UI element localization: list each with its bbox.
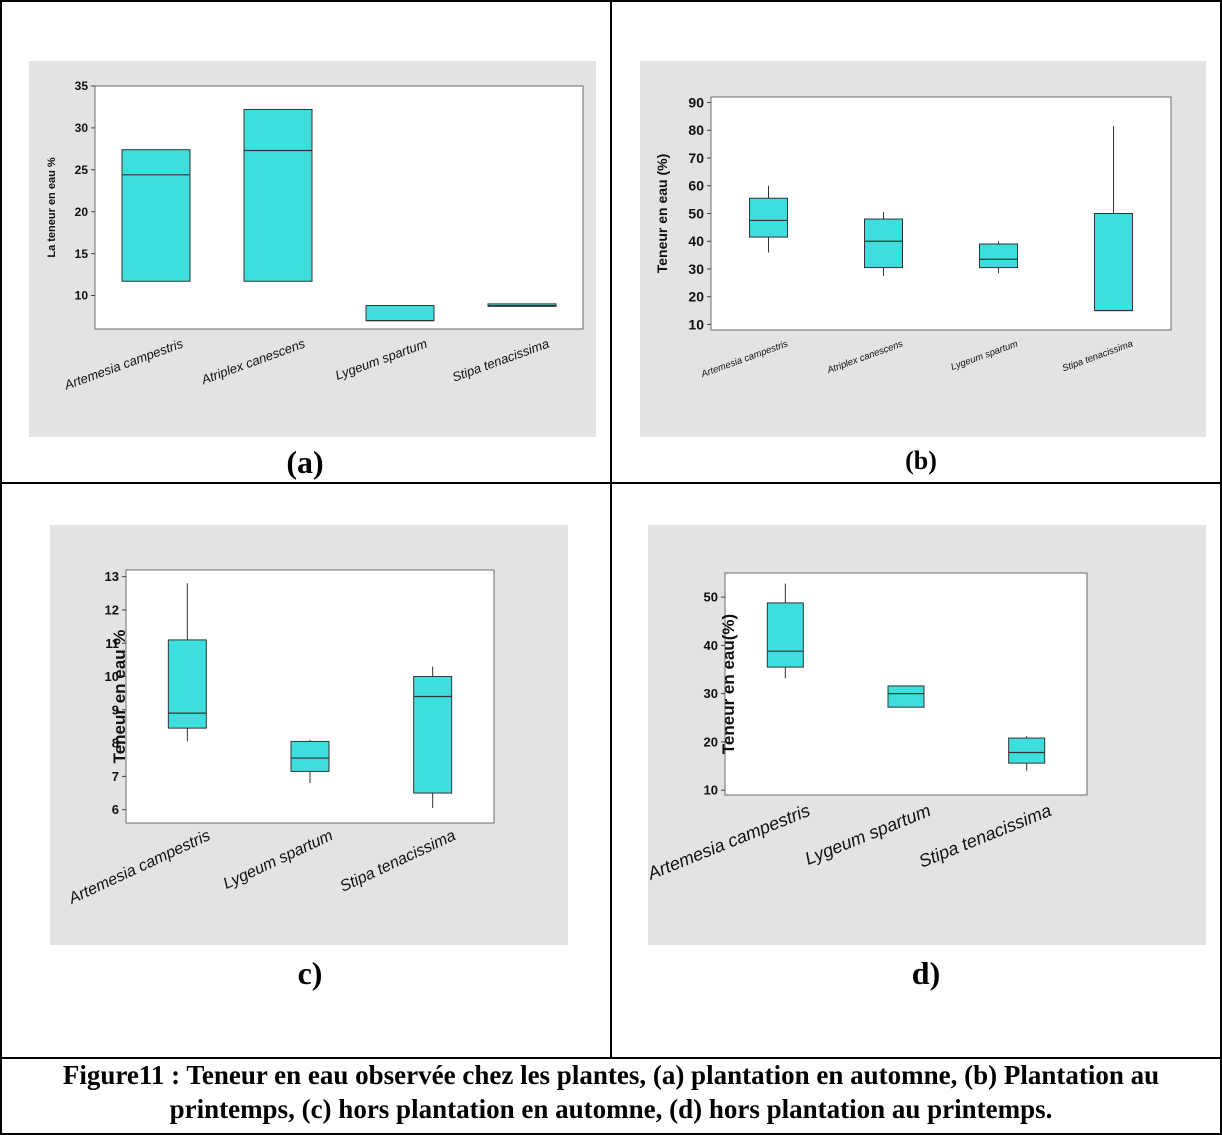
- y-tick-label: 70: [688, 150, 704, 166]
- box-2: [413, 666, 453, 809]
- category-label: Artemesia campestris: [699, 338, 790, 380]
- y-tick-label: 15: [75, 247, 89, 261]
- category-label: Stipa tenacissima: [338, 827, 459, 895]
- y-tick-label: 90: [688, 94, 704, 110]
- category-label: Artemesia campestris: [648, 800, 813, 884]
- y-tick-label: 11: [105, 636, 119, 651]
- y-tick-label: 10: [105, 669, 119, 684]
- y-tick-label: 10: [75, 289, 89, 303]
- y-tick-label: 10: [704, 783, 718, 798]
- box-iqr: [887, 685, 925, 708]
- box-0: [121, 149, 191, 282]
- y-tick-label: 60: [688, 178, 704, 194]
- y-tick-label: 30: [688, 261, 704, 277]
- figure-caption: Figure11 : Teneur en eau observée chez l…: [62, 1060, 1160, 1124]
- box-2: [1008, 736, 1046, 771]
- category-label: Lygeum spartum: [802, 800, 933, 869]
- category-label: Artemesia campestris: [66, 827, 214, 908]
- box-0: [167, 583, 207, 742]
- y-tick-label: 30: [75, 121, 89, 135]
- box-iqr: [121, 149, 191, 282]
- y-tick-label: 50: [704, 590, 718, 605]
- y-tick-label: 12: [105, 602, 119, 617]
- category-label: Atriplex canescens: [198, 336, 307, 388]
- box-iqr: [413, 676, 453, 794]
- y-tick-label: 35: [75, 79, 89, 93]
- y-tick-label: 20: [704, 734, 718, 749]
- box-1: [243, 108, 313, 282]
- category-label: Artemesia campestris: [62, 336, 186, 393]
- y-axis-label: La teneur en eau %: [46, 157, 58, 257]
- box-iqr: [766, 602, 804, 668]
- category-label: Stipa tenacissima: [450, 336, 551, 385]
- box-iqr: [1008, 737, 1046, 764]
- category-label: Stipa tenacissima: [1061, 338, 1135, 374]
- y-tick-label: 6: [112, 802, 119, 817]
- panel-label-a: (a): [286, 444, 324, 480]
- box-2: [365, 305, 435, 322]
- box-iqr: [749, 197, 788, 238]
- chart-b: 10 20 30 40 50 60 70 80 90 Teneur en eau (%) Artem…: [654, 94, 1172, 380]
- y-tick-label: 25: [75, 163, 89, 177]
- panel-label-c: c): [297, 955, 323, 991]
- y-tick-label: 50: [688, 205, 704, 221]
- y-tick-label: 20: [75, 205, 89, 219]
- y-tick-label: 40: [688, 233, 704, 249]
- box-3: [487, 303, 557, 307]
- category-label: Lygeum spartum: [949, 338, 1019, 373]
- box-iqr: [365, 305, 435, 322]
- box-iqr: [979, 243, 1018, 269]
- y-tick-label: 10: [688, 316, 704, 332]
- box-iqr: [243, 108, 313, 282]
- box-2: [979, 241, 1018, 274]
- y-axis-label: Teneur en eau (%): [654, 154, 670, 274]
- panel-label-d: d): [911, 955, 941, 991]
- y-tick-label: 30: [704, 686, 718, 701]
- box-iqr: [167, 639, 207, 729]
- category-label: Lygeum spartum: [333, 336, 429, 383]
- box-0: [766, 583, 804, 679]
- y-axis-label: Teneur en eau %: [110, 630, 129, 764]
- y-tick-label: 7: [112, 769, 119, 784]
- box-iqr: [290, 740, 330, 772]
- box-1: [887, 685, 925, 708]
- box-iqr: [1094, 213, 1133, 312]
- category-label: Atriplex canescens: [825, 338, 905, 376]
- category-label: Stipa tenacissima: [916, 800, 1054, 871]
- y-tick-label: 40: [704, 638, 718, 653]
- y-tick-label: 9: [112, 702, 119, 717]
- box-iqr: [864, 218, 903, 269]
- box-0: [749, 185, 788, 253]
- panel-label-b: (b): [905, 446, 937, 475]
- box-1: [290, 739, 330, 784]
- category-label: Lygeum spartum: [221, 827, 336, 893]
- y-tick-label: 8: [112, 736, 119, 751]
- y-tick-label: 13: [105, 569, 119, 584]
- chart-a: 10 15 20 25 30 35 La teneur en eau % Artemesia …: [46, 79, 584, 393]
- box-3: [1094, 126, 1133, 312]
- box-1: [864, 212, 903, 276]
- y-axis-label: Teneur en eau(%): [719, 614, 738, 754]
- y-tick-label: 20: [688, 289, 704, 305]
- chart-c: 6 7 8 9 10 11 12 13 Teneur en eau % Artemesia cam…: [66, 569, 495, 908]
- y-tick-label: 80: [688, 122, 704, 138]
